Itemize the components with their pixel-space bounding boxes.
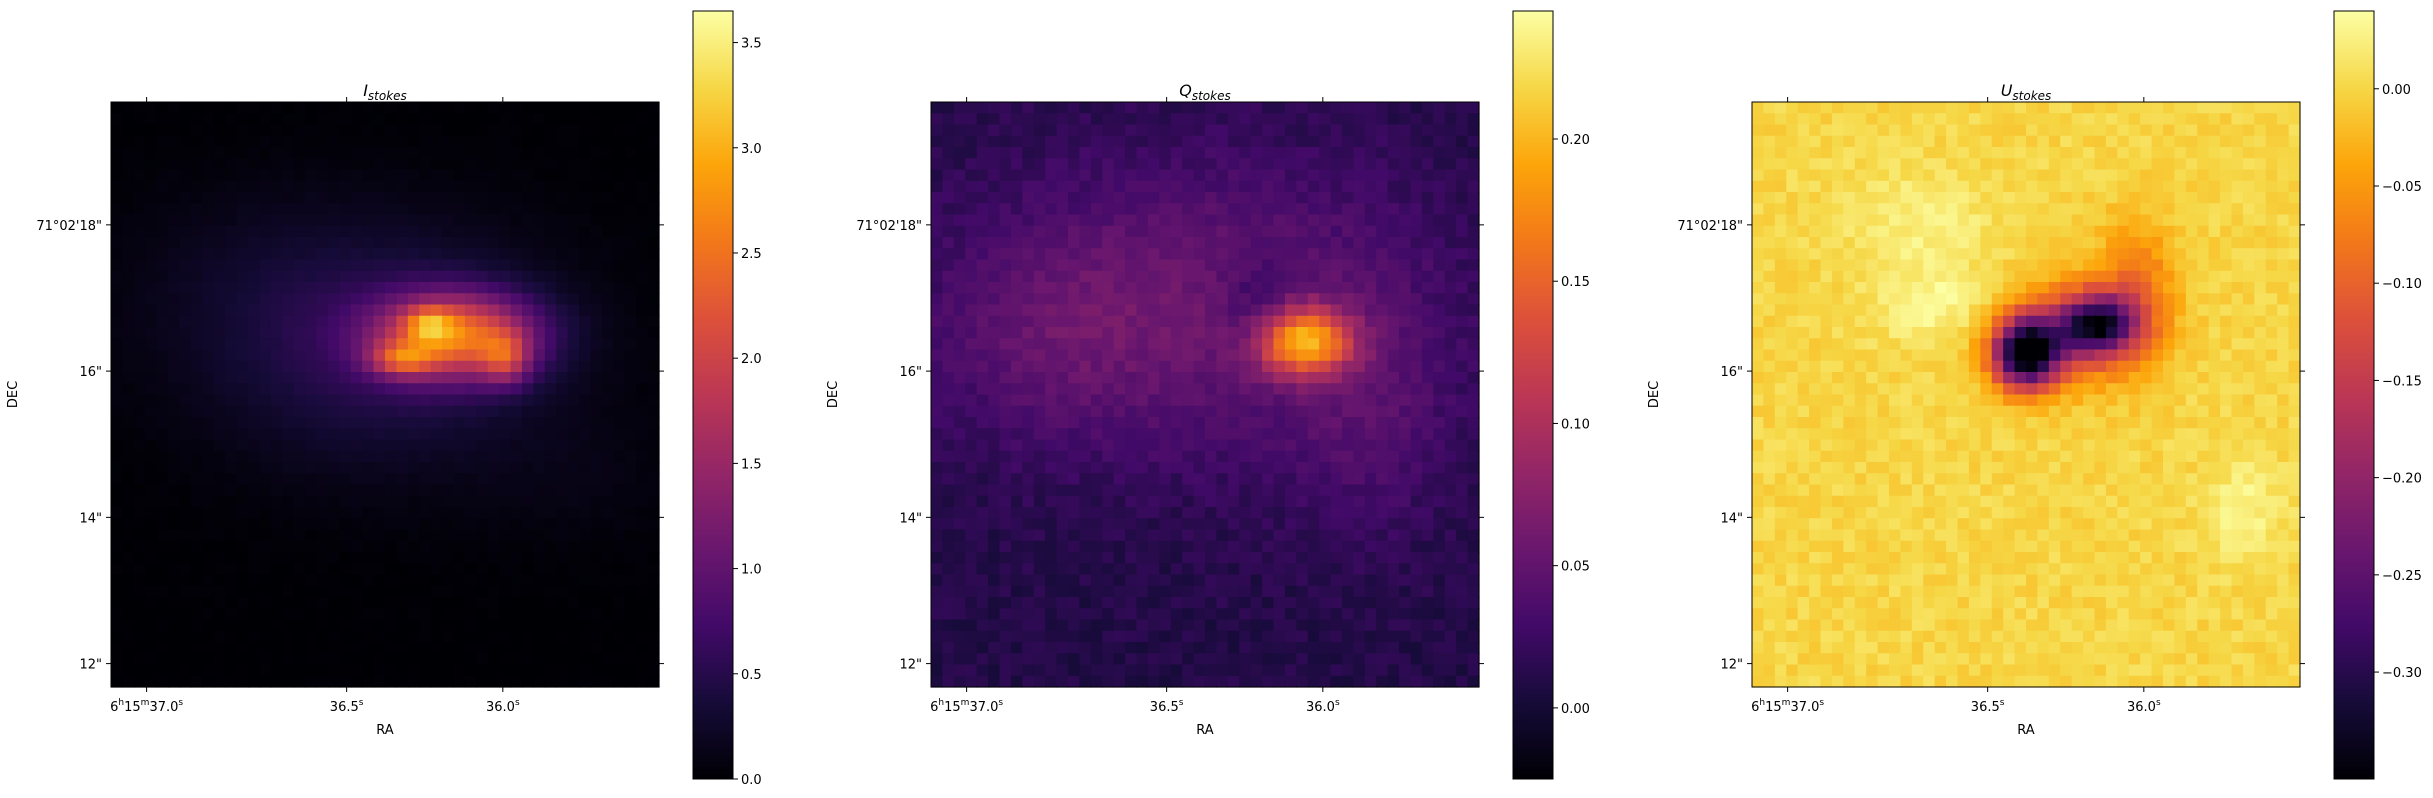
x-tick-label: 36.0s — [1306, 698, 1340, 715]
colorbar-tick-label: 0.00 — [2382, 83, 2411, 98]
y-tick-label: 71°02'18" — [856, 219, 922, 234]
x-tick-label: 36.0s — [486, 698, 520, 715]
y-tick-label: 16" — [79, 365, 102, 380]
y-axis-label: DEC — [6, 381, 21, 408]
colorbar-tick-label: −0.30 — [2382, 666, 2422, 681]
colorbar-tick-label: 3.0 — [741, 142, 762, 157]
colorbar-tick-label: 2.0 — [741, 352, 762, 367]
x-tick-label: 6h15m37.0s — [930, 698, 1003, 715]
y-tick-label: 16" — [1720, 365, 1743, 380]
colorbar-tick-label: 0.0 — [741, 773, 762, 788]
y-tick-label: 16" — [899, 365, 922, 380]
panel-title: Qstokes — [1179, 81, 1230, 103]
axes-frame — [930, 101, 1480, 688]
y-tick-label: 12" — [899, 658, 922, 673]
colorbar-tick-label: 1.5 — [741, 457, 762, 472]
colorbar-tick-label: −0.05 — [2382, 180, 2422, 195]
colorbar-tick-label: 3.5 — [741, 37, 762, 52]
y-tick-label: 71°02'18" — [36, 219, 102, 234]
colorbar-tick-label: −0.10 — [2382, 277, 2422, 292]
panel-title: Ustokes — [2001, 81, 2052, 103]
heatmap-image — [111, 102, 660, 688]
x-axis-label: RA — [1196, 723, 1214, 738]
x-tick-label: 36.5s — [1971, 698, 2005, 715]
x-tick-label: 36.0s — [2127, 698, 2161, 715]
y-axis-label: DEC — [1647, 381, 1662, 408]
colorbar-tick-label: 2.5 — [741, 247, 762, 262]
x-axis-label: RA — [376, 723, 394, 738]
colorbar-tick-label: 0.20 — [1561, 133, 1590, 148]
colorbar-tick-label: 0.05 — [1561, 560, 1590, 575]
axes-frame — [110, 101, 660, 688]
panel-title: Istokes — [363, 81, 407, 103]
y-tick-label: 71°02'18" — [1677, 219, 1743, 234]
colorbar-tick-label: −0.25 — [2382, 569, 2422, 584]
colorbar-tick-label: −0.15 — [2382, 374, 2422, 389]
colorbar-tick-label: 0.00 — [1561, 702, 1590, 717]
colorbar-tick-label: 1.0 — [741, 563, 762, 578]
y-axis-label: DEC — [826, 381, 841, 408]
panel-u: Ustokes 6h15m37.0s 36.5s 36.0s 71°02'18" 16" 1… — [1647, 10, 2422, 780]
y-tick-label: 14" — [79, 511, 102, 526]
x-tick-label: 36.5s — [1150, 698, 1184, 715]
heatmap-image — [931, 102, 1480, 688]
colorbar: 0.00 −0.05 −0.10 −0.15 −0.20 −0.25 −0.30 — [2333, 10, 2422, 780]
axes-frame — [1751, 101, 2301, 688]
colorbar-tick-label: 0.5 — [741, 668, 762, 683]
heatmap-image — [1752, 102, 2301, 688]
x-tick-label: 6h15m37.0s — [1751, 698, 1824, 715]
y-tick-label: 12" — [1720, 658, 1743, 673]
colorbar-tick-label: −0.20 — [2382, 472, 2422, 487]
y-tick-label: 12" — [79, 658, 102, 673]
panel-i: Istokes 6h15m37.0s 36.5s 36.0s 71°02'18" 16" 1… — [6, 10, 762, 788]
colorbar-tick-label: 0.10 — [1561, 417, 1590, 432]
y-tick-label: 14" — [899, 511, 922, 526]
x-tick-label: 6h15m37.0s — [110, 698, 183, 715]
panel-q: Qstokes 6h15m37.0s 36.5s 36.0s 71°02'18" 16" 1… — [826, 10, 1590, 780]
x-axis-label: RA — [2017, 723, 2035, 738]
y-tick-label: 14" — [1720, 511, 1743, 526]
x-tick-label: 36.5s — [330, 698, 364, 715]
colorbar: 0.0 0.5 1.0 1.5 2.0 2.5 3.0 3.5 — [692, 10, 762, 788]
colorbar-tick-label: 0.15 — [1561, 275, 1590, 290]
colorbar: 0.00 0.05 0.10 0.15 0.20 — [1512, 10, 1590, 780]
